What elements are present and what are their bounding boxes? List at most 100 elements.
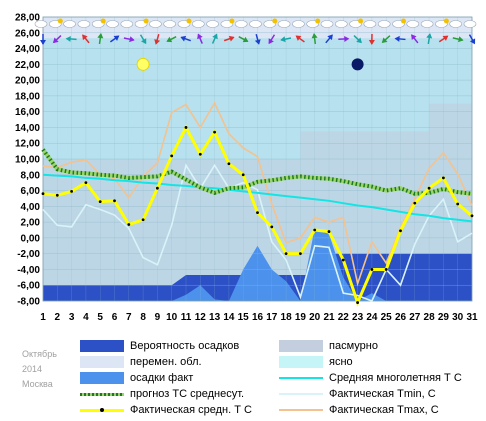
cloud-sun-icon: [206, 20, 219, 28]
legend-item-partly-cloudy: перемен. обл.: [80, 355, 202, 369]
wind-arrow-head: [212, 33, 218, 40]
wind-arrow-icon: [109, 35, 120, 43]
cloud-sun-icon: [435, 18, 449, 28]
sun-shape: [315, 18, 321, 24]
cloud-sun-icon: [334, 20, 348, 28]
wind-arrow-icon: [154, 33, 161, 45]
point-actual-mean: [427, 186, 431, 190]
cloud-shape: [163, 20, 176, 28]
wind-arrow-icon: [381, 35, 391, 44]
caption-year: 2014: [22, 364, 43, 374]
x-tick-label: 28: [424, 312, 436, 323]
cloud-sun-icon: [220, 18, 235, 28]
cloud-sun-icon: [363, 20, 377, 28]
cloud-sun-icon: [249, 20, 262, 28]
x-tick-label: 31: [466, 312, 478, 323]
point-actual-mean: [198, 152, 202, 156]
legend-item-actual-mean: Фактическая средн. Т С: [80, 403, 252, 417]
wind-arrow-icon: [180, 35, 191, 42]
y-tick-label: -2,00: [17, 249, 40, 260]
x-tick-label: 7: [126, 312, 132, 323]
legend-swatch: [80, 340, 124, 352]
point-actual-mean: [98, 200, 102, 204]
legend-item-tmin: Фактическая Tmin, С: [279, 387, 436, 401]
wind-arrow-icon: [254, 33, 261, 45]
x-tick-label: 16: [252, 312, 264, 323]
x-tick-label: 25: [381, 312, 393, 323]
cloud-shape: [334, 20, 348, 28]
wind-arrow-head: [197, 33, 203, 40]
x-tick-label: 9: [155, 312, 161, 323]
point-actual-mean: [170, 154, 174, 158]
wind-arrow-head: [327, 34, 333, 41]
wind-arrow-icon: [438, 35, 449, 43]
x-tick-label: 27: [409, 312, 421, 323]
cloud-sun-icon: [106, 20, 119, 28]
cloud-sun-icon: [63, 20, 76, 28]
sun-shape: [229, 18, 235, 24]
cloud-shape: [206, 20, 219, 28]
wind-arrow-head: [268, 38, 274, 45]
plot-frame: [42, 16, 473, 302]
x-tick-label: 13: [209, 312, 221, 323]
sun-shape: [401, 18, 406, 24]
sun-shape: [100, 18, 106, 24]
x-tick-label: 19: [295, 312, 307, 323]
point-actual-mean: [442, 176, 445, 180]
cloud-shape: [63, 20, 76, 28]
legend-swatch: [279, 340, 323, 352]
point-actual-mean: [284, 252, 288, 256]
wind-arrow-head: [180, 35, 187, 42]
x-tick-label: 23: [352, 312, 364, 323]
legend-label: прогноз ТС среднесут.: [130, 388, 245, 400]
wind-arrow-icon: [311, 33, 318, 45]
point-actual-mean: [384, 268, 388, 271]
moon-icon: [351, 58, 364, 71]
y-tick-label: 8,00: [21, 170, 41, 181]
legend-swatch: [279, 377, 323, 379]
wind-arrow-icon: [338, 35, 350, 42]
cloud-shape: [192, 20, 205, 28]
sun-shape: [143, 18, 149, 24]
wind-arrow-icon: [468, 34, 476, 45]
wind-arrow-head: [129, 36, 135, 43]
cloud-shape: [34, 20, 48, 28]
cloud-sun-icon: [449, 20, 463, 28]
legend-swatch: [80, 372, 124, 384]
point-actual-mean: [141, 218, 145, 222]
y-tick-label: 0,00: [21, 233, 41, 244]
point-actual-mean: [370, 268, 374, 271]
sun-shape: [358, 18, 364, 24]
wind-arrow-head: [344, 35, 350, 42]
legend-item-tmax: Фактическая Tmax, С: [279, 403, 439, 417]
point-actual-mean: [213, 130, 217, 134]
x-tick-label: 5: [97, 312, 103, 323]
point-actual-mean: [313, 228, 317, 232]
cloud-sun-icon: [48, 18, 63, 28]
axis-ticks: 28,0026,0024,0022,0020,0018,0016,0014,00…: [15, 13, 478, 324]
x-tick-label: 22: [338, 312, 350, 323]
sun-shape: [57, 18, 63, 24]
wind-arrow-icon: [139, 34, 147, 45]
y-tick-label: -4,00: [17, 265, 40, 276]
point-actual-mean: [413, 201, 417, 205]
legend-item-overcast: пасмурно: [279, 339, 378, 353]
cloud-sun-icon: [463, 20, 477, 28]
x-tick-label: 26: [395, 312, 407, 323]
cloud-shape: [363, 20, 377, 28]
x-tick-label: 18: [281, 312, 293, 323]
point-actual-mean: [327, 230, 331, 233]
wind-arrow-head: [280, 36, 286, 43]
point-actual-mean: [227, 162, 231, 166]
wind-arrow-head: [457, 36, 464, 43]
x-tick-label: 20: [309, 312, 321, 323]
legend-swatch: [80, 392, 124, 396]
wind-arrow-head: [52, 37, 59, 44]
point-actual-mean: [456, 202, 460, 206]
point-actual-mean: [399, 229, 402, 233]
point-actual-mean: [470, 214, 474, 218]
cloud-sun-icon: [263, 18, 278, 28]
y-tick-label: 12,00: [15, 139, 40, 150]
wind-arrow-head: [65, 35, 71, 42]
x-tick-label: 15: [238, 312, 250, 323]
